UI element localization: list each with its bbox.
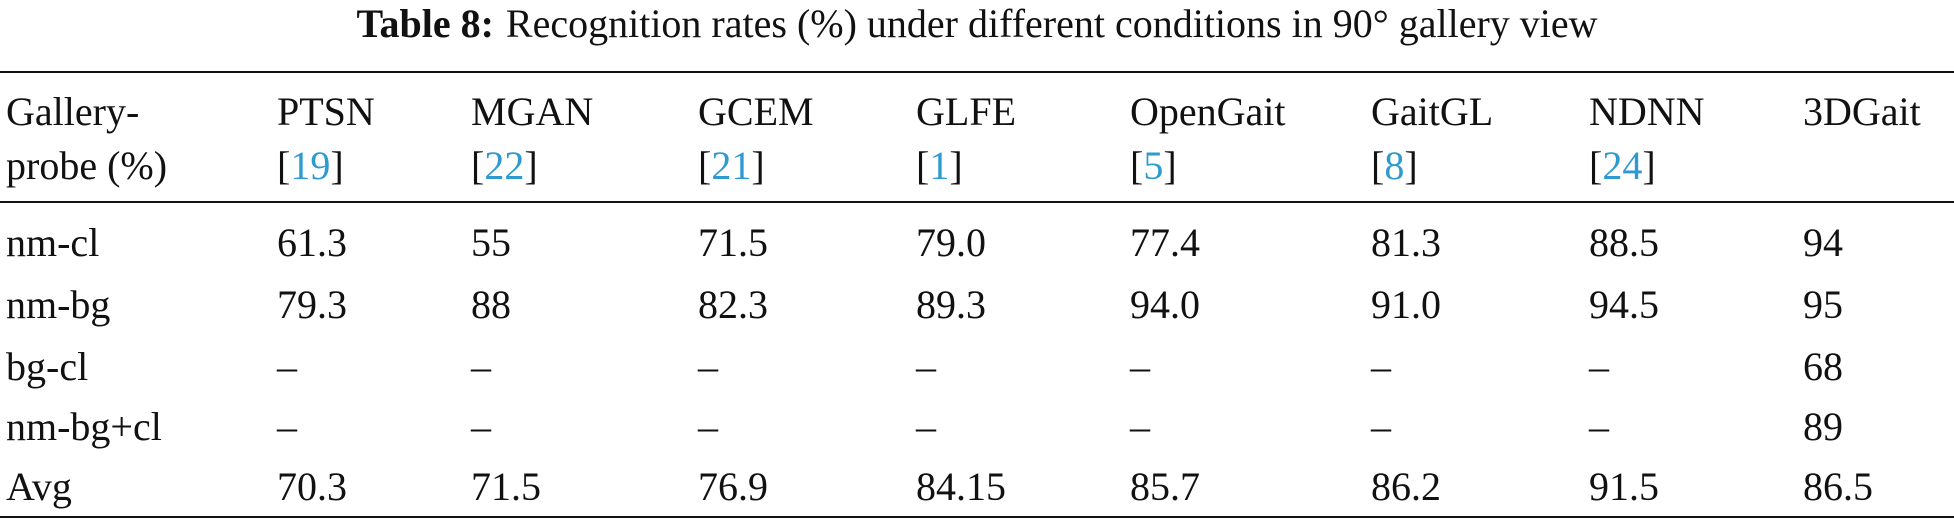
cell: 84.15 [916,464,1006,509]
mid-rule [0,201,1954,203]
header-name: NDNN [1589,89,1705,134]
caption: Table 8: Recognition rates (%) under diff… [0,4,1954,44]
header-name: 3DGait [1803,89,1921,134]
cell: – [698,404,718,449]
cell: – [916,404,936,449]
cell: 91.5 [1589,464,1659,509]
cell: 61.3 [277,220,347,265]
row-label: nm-bg+cl [6,404,162,449]
cell: 76.9 [698,464,768,509]
cell: – [1130,344,1150,389]
bottom-rule [0,516,1954,518]
cell: – [1371,344,1391,389]
header-name: GLFE [916,89,1016,134]
bracket: [ [698,143,712,188]
citation: [19] [277,146,344,186]
bracket: ] [1404,143,1418,188]
bracket: ] [949,143,963,188]
cell: – [277,344,297,389]
citation-ref: 19 [290,143,331,188]
cell: 71.5 [698,220,768,265]
row-label: Avg [6,464,72,509]
citation: [22] [471,146,538,186]
header-name: PTSN [277,89,375,134]
bracket: ] [1163,143,1177,188]
top-rule [0,71,1954,73]
cell: – [1371,404,1391,449]
citation-ref: 21 [711,143,752,188]
row-label: nm-bg [6,282,111,327]
bracket: ] [524,143,538,188]
cell: 88 [471,282,511,327]
caption-label: Table 8: [356,1,494,46]
cell: 82.3 [698,282,768,327]
header-name: MGAN [471,89,594,134]
citation: [8] [1371,146,1418,186]
cell: 89 [1803,404,1843,449]
cell: 55 [471,220,511,265]
bracket: ] [330,143,344,188]
cell: 86.5 [1803,464,1873,509]
row-label: nm-cl [6,220,100,265]
row-label: bg-cl [6,344,89,389]
cell: – [1130,404,1150,449]
cell: 70.3 [277,464,347,509]
header-name: OpenGait [1130,89,1286,134]
cell: 91.0 [1371,282,1441,327]
bracket: [ [471,143,485,188]
cell: – [277,404,297,449]
citation: [1] [916,146,963,186]
bracket: ] [1642,143,1656,188]
cell: 88.5 [1589,220,1659,265]
bracket: [ [1371,143,1385,188]
cell: – [916,344,936,389]
citation: [24] [1589,146,1656,186]
header-line: probe (%) [6,143,168,188]
citation: [5] [1130,146,1177,186]
cell: 68 [1803,344,1843,389]
cell: – [1589,344,1609,389]
citation-ref: 8 [1384,143,1405,188]
cell: 95 [1803,282,1843,327]
bracket: [ [277,143,291,188]
bracket: ] [751,143,765,188]
citation-ref: 24 [1602,143,1643,188]
header-name: GCEM [698,89,814,134]
cell: 94.0 [1130,282,1200,327]
citation: [21] [698,146,765,186]
citation-ref: 5 [1143,143,1164,188]
cell: 94 [1803,220,1843,265]
citation-ref: 1 [929,143,950,188]
bracket: [ [1589,143,1603,188]
cell: – [471,404,491,449]
cell: 85.7 [1130,464,1200,509]
header-line: Gallery- [6,89,140,134]
cell: 71.5 [471,464,541,509]
cell: 86.2 [1371,464,1441,509]
cell: – [471,344,491,389]
citation-ref: 22 [484,143,525,188]
caption-text: Recognition rates (%) under different co… [505,1,1598,46]
cell: 94.5 [1589,282,1659,327]
bracket: [ [1130,143,1144,188]
cell: 81.3 [1371,220,1441,265]
header-name: GaitGL [1371,89,1494,134]
bracket: [ [916,143,930,188]
cell: 79.3 [277,282,347,327]
cell: – [698,344,718,389]
cell: – [1589,404,1609,449]
cell: 77.4 [1130,220,1200,265]
cell: 79.0 [916,220,986,265]
cell: 89.3 [916,282,986,327]
